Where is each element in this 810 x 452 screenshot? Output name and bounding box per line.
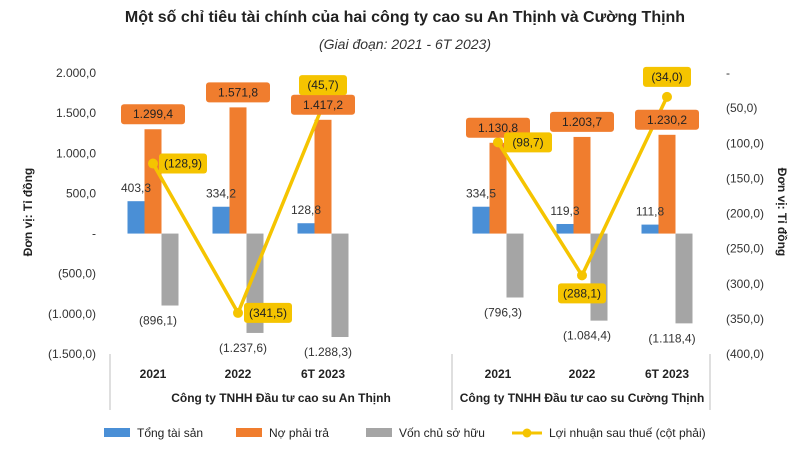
category-label: 2022 <box>225 367 252 381</box>
bar-tổng-tài-sản <box>127 201 145 234</box>
profit-label-box <box>643 66 691 87</box>
chart-subtitle: (Giai đoạn: 2021 - 6T 2023) <box>319 36 491 52</box>
right-tick-label: (250,0) <box>726 242 764 256</box>
left-tick-label: 1.500,0 <box>56 106 96 120</box>
profit-label-box <box>159 153 207 174</box>
legend-swatch <box>236 428 262 437</box>
profit-data-label: (34,0) <box>651 70 682 84</box>
bar-vốn-chủ-sở-hữu <box>590 233 608 321</box>
profit-point <box>233 307 243 318</box>
bar-vốn-chủ-sở-hữu <box>161 233 179 306</box>
legend-marker <box>522 428 532 438</box>
equity-data-label: (1.118,4) <box>648 331 695 345</box>
profit-data-label: (341,5) <box>249 306 287 320</box>
group-label: Công ty TNHH Đầu tư cao su An Thịnh <box>171 391 391 405</box>
right-tick-label: - <box>726 66 730 80</box>
profit-label-box <box>504 132 552 153</box>
profit-data-label: (45,7) <box>307 78 338 92</box>
right-tick-label: (350,0) <box>726 312 764 326</box>
debt-data-label: 1.299,4 <box>133 107 173 121</box>
bar-vốn-chủ-sở-hữu <box>331 233 349 338</box>
left-tick-label: 500,0 <box>66 186 96 200</box>
left-tick-label: (1.500,0) <box>48 347 96 361</box>
bar-tổng-tài-sản <box>641 224 659 234</box>
bar-tổng-tài-sản <box>297 223 315 234</box>
profit-point <box>493 137 503 148</box>
right-tick-label: (150,0) <box>726 171 764 185</box>
bar-vốn-chủ-sở-hữu <box>506 233 524 298</box>
profit-data-label: (288,1) <box>563 286 601 300</box>
debt-label-box <box>121 104 185 125</box>
profit-label-box <box>244 302 292 323</box>
debt-label-box <box>550 111 614 132</box>
profit-point <box>662 91 672 102</box>
profit-data-label: (128,9) <box>164 157 202 171</box>
left-tick-label: - <box>92 227 96 241</box>
profit-point <box>148 158 158 169</box>
asset-data-label: 403,3 <box>121 181 151 195</box>
right-axis-title: Đơn vị: Tỉ đồng <box>775 168 789 257</box>
left-tick-label: 1.000,0 <box>56 146 96 160</box>
equity-data-label: (1.084,4) <box>563 329 611 343</box>
debt-data-label: 1.130,8 <box>478 121 518 135</box>
chart-title: Một số chỉ tiêu tài chính của hai công t… <box>124 9 686 26</box>
debt-data-label: 1.230,2 <box>647 113 687 127</box>
bar-vốn-chủ-sở-hữu <box>675 233 693 324</box>
legend-label: Nợ phải trả <box>269 426 329 440</box>
left-tick-label: 2.000,0 <box>56 66 96 80</box>
debt-data-label: 1.571,8 <box>218 85 258 99</box>
bar-tổng-tài-sản <box>556 223 574 234</box>
bar-nợ-phải-trả <box>314 119 332 234</box>
category-label: 2022 <box>569 367 596 381</box>
right-tick-label: (50,0) <box>726 101 757 115</box>
left-tick-label: (1.000,0) <box>48 307 96 321</box>
profit-point <box>577 270 587 281</box>
equity-data-label: (796,3) <box>484 306 522 320</box>
asset-data-label: 334,2 <box>206 187 236 201</box>
left-tick-label: (500,0) <box>58 267 96 281</box>
legend-label: Vốn chủ sở hữu <box>399 426 485 440</box>
profit-label-box <box>299 75 347 96</box>
legend-swatch <box>104 428 130 437</box>
bar-nợ-phải-trả <box>229 107 247 234</box>
right-tick-label: (300,0) <box>726 277 764 291</box>
debt-label-box <box>635 109 699 130</box>
left-axis-title: Đơn vị: Tỉ đồng <box>21 168 35 257</box>
right-tick-label: (100,0) <box>726 136 764 150</box>
legend-label: Lợi nhuận sau thuế (cột phải) <box>549 426 706 440</box>
asset-data-label: 111,8 <box>636 205 665 219</box>
profit-data-label: (98,7) <box>512 135 543 149</box>
debt-data-label: 1.203,7 <box>562 115 602 129</box>
debt-label-box <box>291 94 355 115</box>
legend-label: Tổng tài sản <box>137 426 203 440</box>
asset-data-label: 128,8 <box>291 203 321 217</box>
bar-nợ-phải-trả <box>658 134 676 234</box>
legend-swatch <box>366 428 392 437</box>
debt-label-box <box>206 82 270 103</box>
category-label: 6T 2023 <box>301 367 345 381</box>
bar-nợ-phải-trả <box>573 136 591 234</box>
equity-data-label: (1.237,6) <box>219 341 267 355</box>
bar-tổng-tài-sản <box>212 206 230 234</box>
equity-data-label: (896,1) <box>139 314 177 328</box>
category-label: 6T 2023 <box>645 367 689 381</box>
profit-label-box <box>558 283 606 304</box>
right-tick-label: (200,0) <box>726 207 764 221</box>
category-label: 2021 <box>485 367 512 381</box>
debt-data-label: 1.417,2 <box>303 98 343 112</box>
asset-data-label: 119,3 <box>550 204 579 218</box>
asset-data-label: 334,5 <box>466 187 496 201</box>
group-label: Công ty TNHH Đầu tư cao su Cường Thịnh <box>460 391 705 405</box>
bar-nợ-phải-trả <box>144 129 162 234</box>
bar-nợ-phải-trả <box>489 142 507 234</box>
equity-data-label: (1.288,3) <box>304 345 352 359</box>
category-label: 2021 <box>140 367 167 381</box>
bar-tổng-tài-sản <box>472 206 490 234</box>
right-tick-label: (400,0) <box>726 347 764 361</box>
